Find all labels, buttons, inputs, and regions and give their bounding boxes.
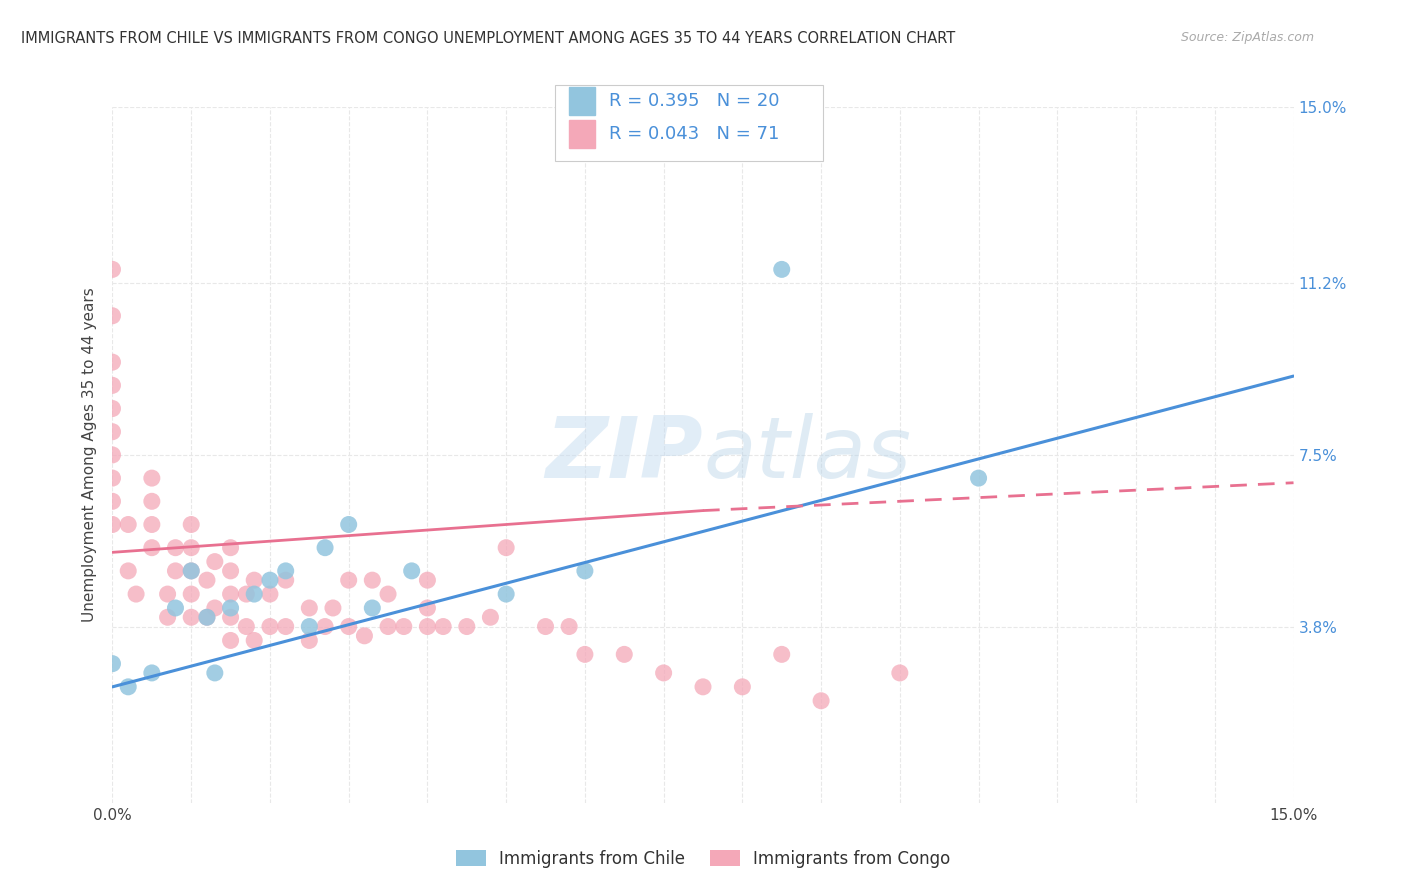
Legend: Immigrants from Chile, Immigrants from Congo: Immigrants from Chile, Immigrants from C… [449,843,957,874]
Point [117,680,139,694]
Point [558,619,581,633]
Point [180,564,202,578]
Point [101,448,124,462]
Point [337,573,360,587]
Point [613,648,636,662]
Point [314,619,336,633]
Point [101,355,124,369]
Point [889,665,911,680]
Point [125,587,148,601]
Point [456,619,478,633]
Point [141,665,163,680]
Point [165,564,187,578]
Point [117,517,139,532]
Point [731,680,754,694]
Point [141,494,163,508]
Point [967,471,990,485]
Point [195,573,218,587]
Point [165,541,187,555]
Point [353,629,375,643]
Point [274,564,297,578]
Point [101,425,124,439]
Point [243,633,266,648]
Point [401,564,423,578]
Point [219,633,242,648]
Point [141,471,163,485]
Point [101,471,124,485]
Point [810,694,832,708]
Point [534,619,557,633]
Point [416,573,439,587]
Point [392,619,415,633]
Point [361,601,384,615]
Text: ZIP: ZIP [546,413,703,497]
Point [141,541,163,555]
Point [117,564,139,578]
Point [243,573,266,587]
Point [298,601,321,615]
Point [101,401,124,416]
Point [314,541,336,555]
Point [219,601,242,615]
Point [692,680,714,694]
Point [101,657,124,671]
Text: atlas: atlas [703,413,911,497]
Point [377,587,399,601]
Point [337,619,360,633]
Point [337,517,360,532]
Point [495,541,517,555]
Point [274,619,297,633]
Point [195,610,218,624]
Point [101,517,124,532]
Point [652,665,675,680]
Point [432,619,454,633]
Point [274,573,297,587]
Point [770,262,793,277]
Point [204,665,226,680]
Point [219,564,242,578]
Point [259,587,281,601]
Point [101,262,124,277]
Point [298,633,321,648]
Text: Source: ZipAtlas.com: Source: ZipAtlas.com [1181,31,1315,45]
Point [219,610,242,624]
Point [204,601,226,615]
Text: IMMIGRANTS FROM CHILE VS IMMIGRANTS FROM CONGO UNEMPLOYMENT AMONG AGES 35 TO 44 : IMMIGRANTS FROM CHILE VS IMMIGRANTS FROM… [21,31,955,46]
Point [180,587,202,601]
Point [180,610,202,624]
Point [101,309,124,323]
Point [495,587,517,601]
Point [416,601,439,615]
Point [259,573,281,587]
Point [219,587,242,601]
Point [361,573,384,587]
Point [165,601,187,615]
Point [770,648,793,662]
Point [156,610,179,624]
Point [219,541,242,555]
Point [156,587,179,601]
Point [141,517,163,532]
Point [416,619,439,633]
Point [322,601,344,615]
Point [479,610,502,624]
Text: R = 0.043   N = 71: R = 0.043 N = 71 [609,125,779,143]
Point [298,619,321,633]
Point [243,587,266,601]
Point [574,648,596,662]
Y-axis label: Unemployment Among Ages 35 to 44 years: Unemployment Among Ages 35 to 44 years [82,287,97,623]
Point [574,564,596,578]
Point [180,564,202,578]
Point [101,494,124,508]
Point [377,619,399,633]
Point [235,587,257,601]
Point [235,619,257,633]
Point [204,555,226,569]
Point [101,378,124,392]
Text: R = 0.395   N = 20: R = 0.395 N = 20 [609,92,779,110]
Point [180,541,202,555]
Point [195,610,218,624]
Point [180,517,202,532]
Point [259,619,281,633]
